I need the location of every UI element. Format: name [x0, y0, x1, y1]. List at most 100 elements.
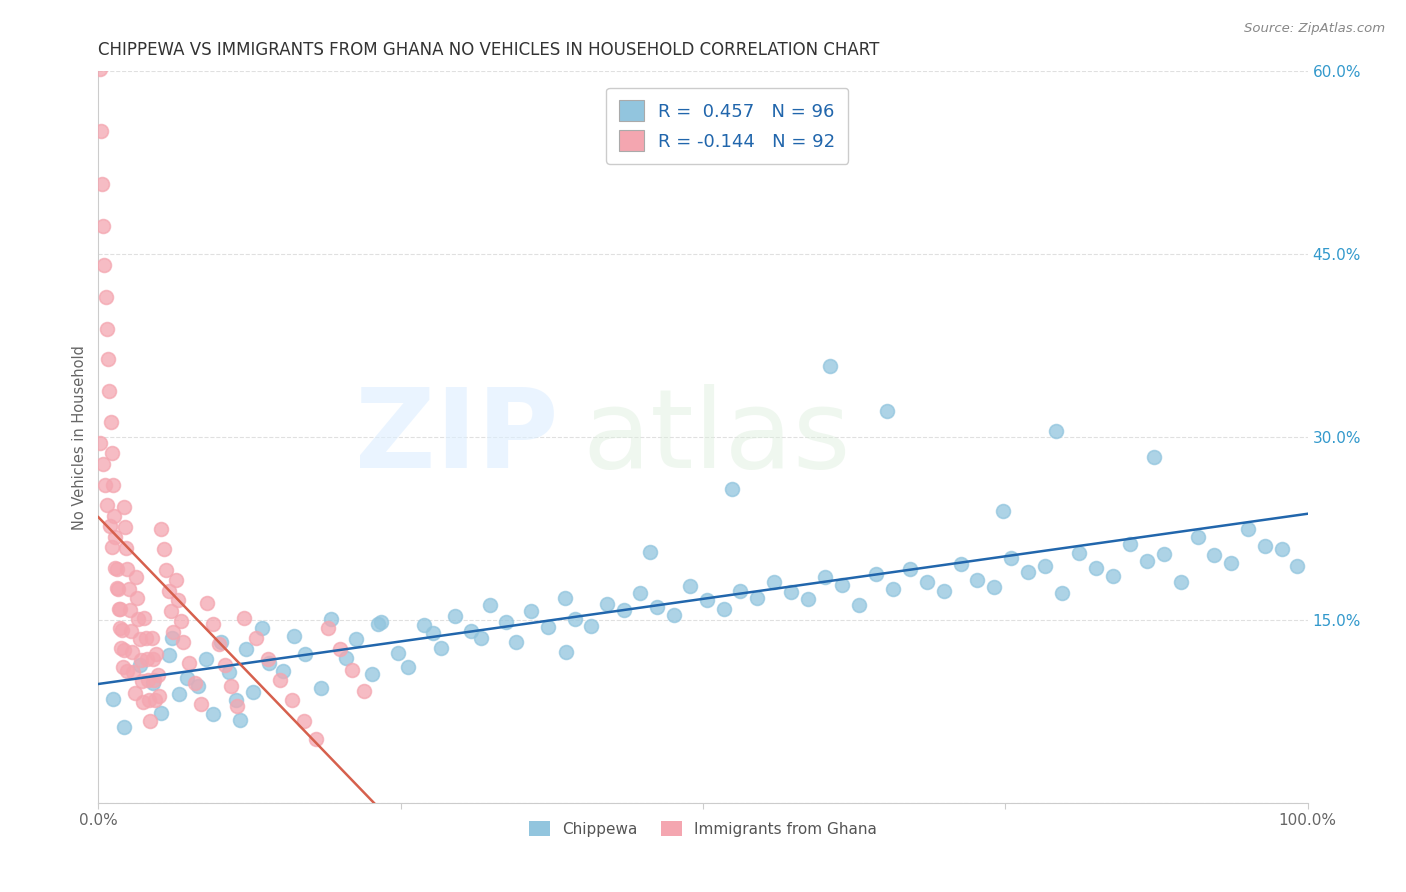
- Point: [367, 616, 389, 631]
- Point: [143, 693, 166, 707]
- Point: [1187, 530, 1209, 544]
- Point: [444, 609, 467, 624]
- Point: [505, 635, 527, 649]
- Point: [190, 697, 212, 711]
- Point: [1102, 569, 1125, 583]
- Point: [235, 642, 257, 657]
- Point: [112, 720, 135, 734]
- Point: [120, 624, 142, 638]
- Point: [112, 500, 135, 514]
- Point: [160, 632, 183, 646]
- Point: [167, 593, 190, 607]
- Point: [662, 608, 685, 623]
- Point: [157, 648, 180, 663]
- Point: [209, 635, 232, 649]
- Point: [138, 693, 160, 707]
- Point: [208, 637, 231, 651]
- Point: [1271, 542, 1294, 557]
- Point: [202, 706, 225, 721]
- Point: [89, 62, 111, 76]
- Point: [98, 384, 121, 398]
- Point: [152, 542, 174, 557]
- Point: [245, 632, 267, 646]
- Point: [105, 581, 128, 595]
- Point: [118, 603, 141, 617]
- Point: [226, 699, 249, 714]
- Point: [104, 560, 127, 574]
- Point: [898, 562, 921, 576]
- Point: [134, 610, 156, 624]
- Point: [292, 714, 315, 728]
- Point: [91, 177, 114, 191]
- Point: [97, 352, 120, 367]
- Point: [915, 575, 938, 590]
- Point: [283, 629, 305, 643]
- Point: [335, 650, 357, 665]
- Point: [1119, 537, 1142, 551]
- Text: ZIP: ZIP: [354, 384, 558, 491]
- Point: [1237, 521, 1260, 535]
- Point: [273, 664, 295, 678]
- Point: [221, 679, 243, 693]
- Point: [1050, 586, 1073, 600]
- Point: [195, 652, 218, 666]
- Point: [218, 665, 240, 680]
- Point: [613, 603, 636, 617]
- Point: [101, 540, 124, 554]
- Point: [108, 602, 131, 616]
- Point: [250, 622, 273, 636]
- Point: [117, 562, 139, 576]
- Point: [679, 579, 702, 593]
- Point: [360, 666, 382, 681]
- Point: [111, 623, 134, 637]
- Point: [91, 457, 114, 471]
- Point: [94, 477, 117, 491]
- Point: [256, 652, 278, 666]
- Point: [645, 599, 668, 614]
- Point: [143, 673, 166, 687]
- Point: [370, 615, 392, 630]
- Point: [225, 693, 247, 707]
- Point: [983, 580, 1005, 594]
- Point: [579, 619, 602, 633]
- Point: [269, 673, 291, 687]
- Point: [165, 573, 187, 587]
- Point: [342, 663, 364, 677]
- Point: [128, 632, 150, 647]
- Point: [131, 673, 153, 688]
- Point: [124, 686, 146, 700]
- Point: [638, 544, 661, 558]
- Point: [179, 656, 201, 670]
- Point: [184, 676, 207, 690]
- Point: [387, 646, 409, 660]
- Point: [882, 582, 904, 597]
- Point: [429, 640, 451, 655]
- Point: [162, 625, 184, 640]
- Point: [1153, 547, 1175, 561]
- Point: [309, 681, 332, 696]
- Point: [139, 714, 162, 728]
- Point: [96, 499, 118, 513]
- Point: [142, 652, 165, 666]
- Point: [125, 570, 148, 584]
- Point: [831, 577, 853, 591]
- Point: [470, 632, 492, 646]
- Point: [172, 635, 194, 649]
- Point: [495, 615, 517, 630]
- Point: [105, 562, 128, 576]
- Point: [150, 521, 173, 535]
- Point: [564, 612, 586, 626]
- Point: [344, 632, 367, 647]
- Text: CHIPPEWA VS IMMIGRANTS FROM GHANA NO VEHICLES IN HOUSEHOLD CORRELATION CHART: CHIPPEWA VS IMMIGRANTS FROM GHANA NO VEH…: [98, 41, 880, 59]
- Point: [1017, 566, 1039, 580]
- Point: [101, 477, 124, 491]
- Point: [127, 591, 149, 605]
- Point: [305, 732, 328, 747]
- Point: [554, 591, 576, 605]
- Point: [763, 575, 786, 590]
- Point: [121, 645, 143, 659]
- Point: [128, 658, 150, 673]
- Point: [628, 586, 651, 600]
- Point: [142, 676, 165, 690]
- Point: [111, 660, 134, 674]
